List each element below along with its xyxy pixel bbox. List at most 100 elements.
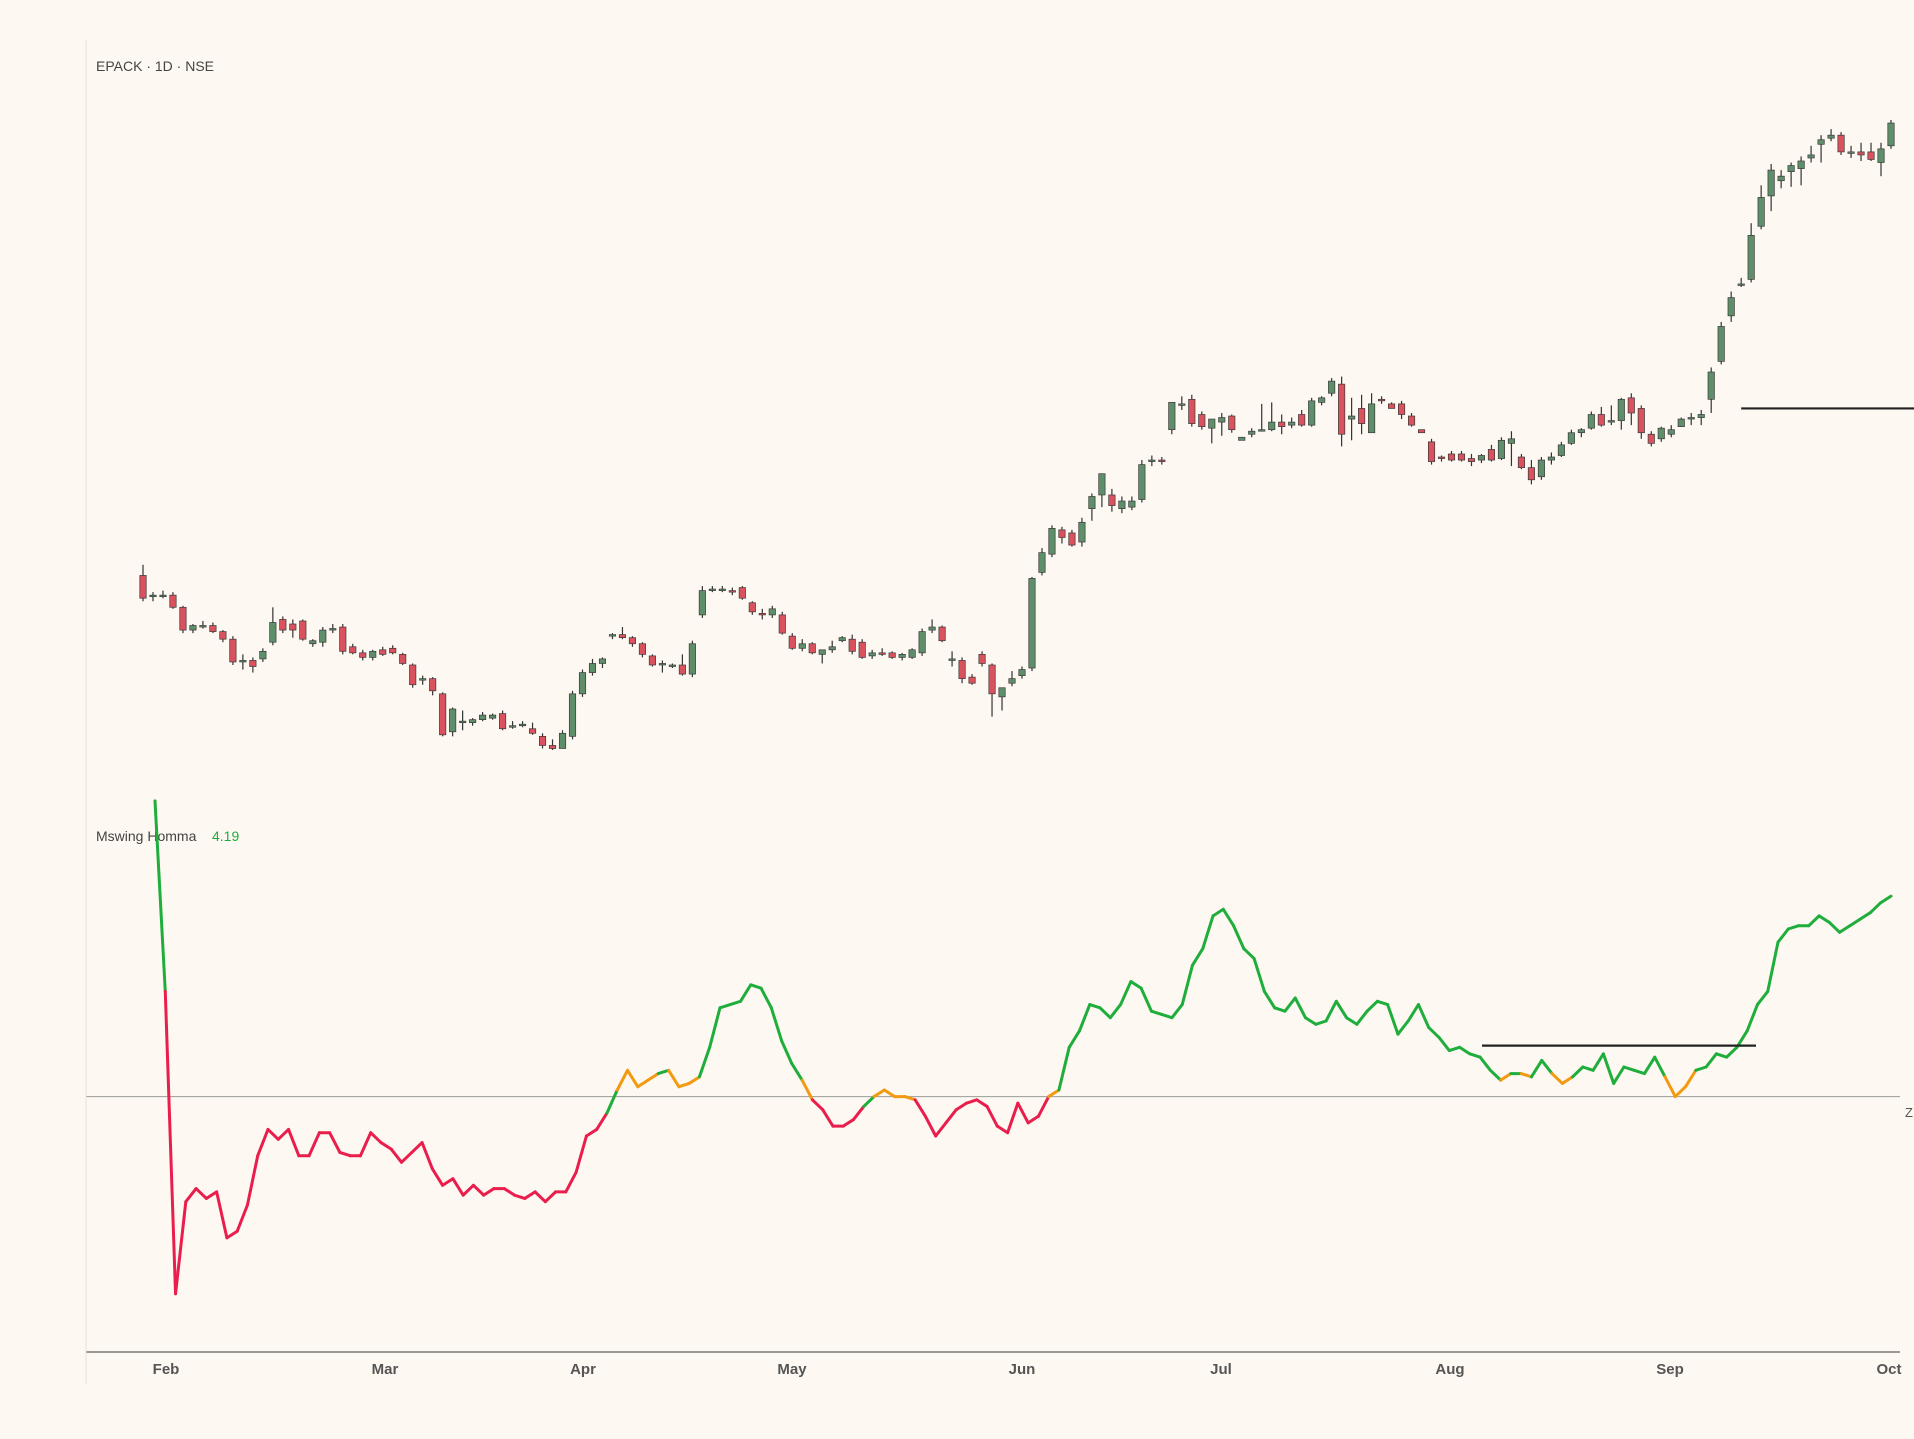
indicator-segment (1478, 1055, 1492, 1072)
indicator-segment (1077, 1003, 1092, 1033)
candle (788, 633, 796, 650)
candle (1358, 394, 1366, 435)
x-tick-label: Aug (1435, 1361, 1464, 1378)
candle-body (1717, 326, 1725, 362)
candle (1527, 460, 1535, 485)
candle-body (1348, 415, 1356, 420)
indicator-last-value: 4.19 (212, 828, 239, 844)
candle (1867, 142, 1875, 161)
candle-body (1038, 552, 1046, 573)
candle-body (1467, 458, 1476, 462)
candle (1687, 412, 1695, 426)
candle-body (888, 652, 896, 658)
candle-body (678, 664, 686, 675)
candle-body (1787, 165, 1795, 172)
candle-body (608, 634, 617, 637)
candle (139, 564, 147, 602)
x-tick-label: May (777, 1361, 807, 1378)
candle-body (349, 646, 357, 654)
candle (1108, 488, 1116, 512)
price-chart-title: EPACK · 1D · NSE (96, 58, 214, 74)
candle-body (1408, 415, 1416, 426)
candle-body (728, 590, 736, 593)
indicator-segment (584, 1127, 599, 1138)
candle-body (169, 594, 177, 608)
candle-body (1747, 235, 1755, 280)
indicator-segment (513, 1193, 527, 1200)
indicator-segment (605, 1088, 619, 1115)
candle-body (1797, 160, 1805, 169)
indicator-segment (1766, 940, 1780, 993)
candle (878, 648, 886, 656)
indicator-segment (523, 1190, 537, 1200)
candle-body (1068, 532, 1076, 546)
candle (1797, 156, 1805, 186)
indicator-segment (1180, 963, 1194, 1007)
indicator-segment (687, 1075, 701, 1085)
indicator-segment (564, 1170, 578, 1194)
candle (1857, 142, 1865, 161)
indicator-segment (1016, 1101, 1030, 1125)
candle (1388, 402, 1396, 409)
candle (1517, 453, 1525, 470)
candle (638, 642, 646, 658)
candle-body (1527, 467, 1535, 481)
candle (668, 663, 676, 669)
candle-body (958, 660, 966, 680)
candle-body (1577, 429, 1585, 434)
indicator-segment (1314, 1019, 1328, 1026)
indicator-segment (923, 1114, 938, 1138)
indicator-segment (1694, 1065, 1708, 1072)
candle-body (1118, 500, 1126, 509)
candle (1477, 453, 1486, 464)
candle-body (249, 660, 257, 667)
candle (329, 624, 337, 634)
candle (379, 646, 387, 656)
candle-body (1647, 433, 1655, 444)
candle-body (808, 643, 816, 654)
candle (349, 643, 357, 655)
indicator-segment (1745, 1003, 1759, 1033)
indicator-segment (1817, 914, 1831, 924)
indicator-segment (708, 1006, 722, 1049)
candle (389, 645, 397, 655)
indicator-segment (995, 1124, 1010, 1135)
candle (289, 619, 297, 638)
candle (1238, 436, 1246, 441)
indicator-segment (194, 1187, 208, 1200)
candle-body (1667, 429, 1675, 435)
x-tick-label: Mar (372, 1361, 399, 1378)
candle (1248, 428, 1256, 438)
indicator-segment (1098, 1006, 1112, 1020)
candle (1637, 405, 1645, 439)
indicator-segment (1581, 1065, 1595, 1072)
candle (708, 586, 716, 593)
candle (1098, 473, 1106, 508)
indicator-segment (800, 1078, 814, 1102)
indicator-title: Mswing Homma (96, 828, 197, 844)
candle-body (1268, 421, 1276, 431)
candle (1597, 406, 1605, 427)
indicator-segment (1622, 1065, 1636, 1072)
candle-body (938, 626, 946, 642)
candle-body (588, 663, 597, 673)
candle-body (1457, 453, 1466, 461)
candle-body (1088, 496, 1096, 509)
indicator-segment (1036, 1095, 1051, 1118)
candle-body (1857, 151, 1865, 156)
indicator-segment (1529, 1058, 1544, 1079)
candle-body (1697, 414, 1705, 418)
candle (1657, 426, 1665, 442)
indicator-segment (1416, 1003, 1431, 1030)
candle (489, 713, 497, 720)
candle-body (638, 643, 646, 655)
indicator-segment (1119, 980, 1133, 1007)
candle-body (1278, 421, 1286, 428)
candle (1298, 409, 1306, 427)
candle-body (1098, 473, 1106, 496)
candle (1877, 142, 1885, 177)
candle-body (1208, 418, 1216, 429)
indicator-segment (769, 1006, 784, 1043)
candle-body (1368, 403, 1376, 434)
